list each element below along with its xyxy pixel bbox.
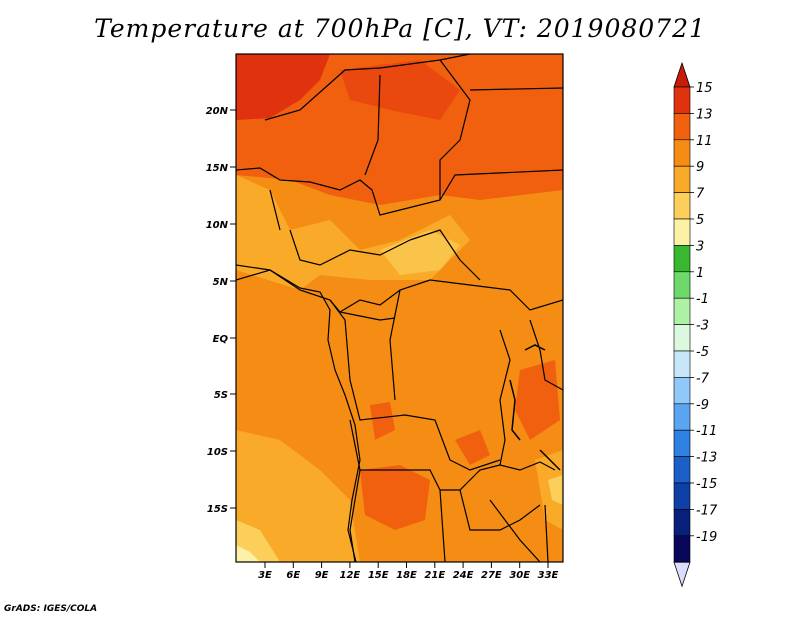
lon-tick-label: 24E	[453, 570, 474, 581]
colorbar-segment	[673, 271, 691, 299]
colorbar-segment	[673, 297, 691, 325]
lat-tick-label: EQ	[213, 334, 229, 345]
colorbar-segment	[673, 139, 691, 167]
country-borders	[236, 54, 563, 562]
lat-tick-label: 10N	[206, 220, 229, 231]
colorbar-label: 3	[696, 239, 704, 254]
field-warm-north	[236, 54, 563, 205]
colorbar-label: 5	[696, 213, 704, 228]
lon-tick-label: 12E	[340, 570, 361, 581]
lakes	[509, 344, 561, 471]
lon-tick-label: 15E	[368, 570, 389, 581]
colorbar-label: -9	[696, 398, 709, 413]
field-hot-sahara	[236, 54, 330, 120]
colorbar-segment	[673, 456, 691, 484]
colorbar-label: -7	[696, 371, 710, 386]
colorbar-label: 7	[696, 187, 705, 202]
lon-tick-label: 30E	[509, 570, 530, 581]
lon-tick-label: 9E	[315, 570, 329, 581]
colorbar-segment	[673, 192, 691, 220]
colorbar-label: 11	[696, 134, 713, 149]
colorbar-label: -1	[696, 292, 709, 307]
lon-tick-label: 27E	[481, 570, 502, 581]
colorbar-segment	[673, 324, 691, 352]
colorbar-label: -3	[696, 319, 709, 334]
lat-tick-label: 15N	[206, 163, 229, 174]
lon-tick-label: 21E	[424, 570, 445, 581]
lon-tick-label: 6E	[286, 570, 300, 581]
colorbar-label: 13	[696, 107, 713, 122]
colorbar-bottom-arrow	[673, 561, 691, 588]
field-warm-east	[515, 360, 560, 440]
colorbar-label: -19	[696, 530, 717, 545]
colorbar-segment	[673, 165, 691, 193]
lat-tick-label: 20N	[206, 106, 229, 117]
colorbar-label: -13	[696, 451, 717, 466]
lat-tick-label: 5S	[214, 390, 228, 401]
colorbar-top-arrow	[673, 61, 691, 88]
colorbar-segment	[673, 245, 691, 273]
colorbar-label: -11	[696, 424, 717, 439]
colorbar-label: 15	[696, 81, 713, 96]
colorbar-segment	[673, 350, 691, 378]
latitude-axis: 20N 15N 10N 5N EQ 5S 10S 15S	[206, 106, 236, 515]
coastline	[236, 264, 361, 562]
longitude-axis: 3E 6E 9E 12E 15E 18E 21E 24E 27E 30E 33E	[258, 562, 559, 581]
lon-tick-label: 18E	[396, 570, 417, 581]
field-south-atlantic	[236, 430, 360, 562]
colorbar-segment	[673, 429, 691, 457]
lon-tick-label: 3E	[258, 570, 272, 581]
colorbar-label: 1	[696, 266, 704, 281]
colorbar-segment	[673, 403, 691, 431]
lon-tick-label: 33E	[538, 570, 559, 581]
lat-tick-label: 10S	[207, 447, 228, 458]
credit-label: GrADS: IGES/COLA	[4, 604, 98, 614]
colorbar-label: -17	[696, 503, 718, 518]
temperature-field	[236, 54, 563, 562]
colorbar-segment	[673, 482, 691, 510]
colorbar-label: 9	[696, 160, 704, 175]
colorbar-segment	[673, 218, 691, 246]
colorbar-label: -5	[696, 345, 709, 360]
chart-title: Temperature at 700hPa [C], VT: 201908072…	[94, 14, 706, 43]
field-warm-angola	[360, 465, 430, 530]
colorbar: 15 13 11 9 7 5 3 1 -1 -3 -5 -7 -9 -11 -13 -15 -17 -19	[673, 61, 718, 588]
colorbar-segment	[673, 86, 691, 114]
colorbar-segment	[673, 509, 691, 537]
map-frame	[235, 53, 564, 563]
colorbar-segment	[673, 535, 691, 563]
colorbar-segment	[673, 377, 691, 405]
colorbar-segment	[673, 113, 691, 141]
lat-tick-label: 15S	[207, 504, 228, 515]
colorbar-label: -15	[696, 477, 717, 492]
lat-tick-label: 5N	[213, 277, 229, 288]
